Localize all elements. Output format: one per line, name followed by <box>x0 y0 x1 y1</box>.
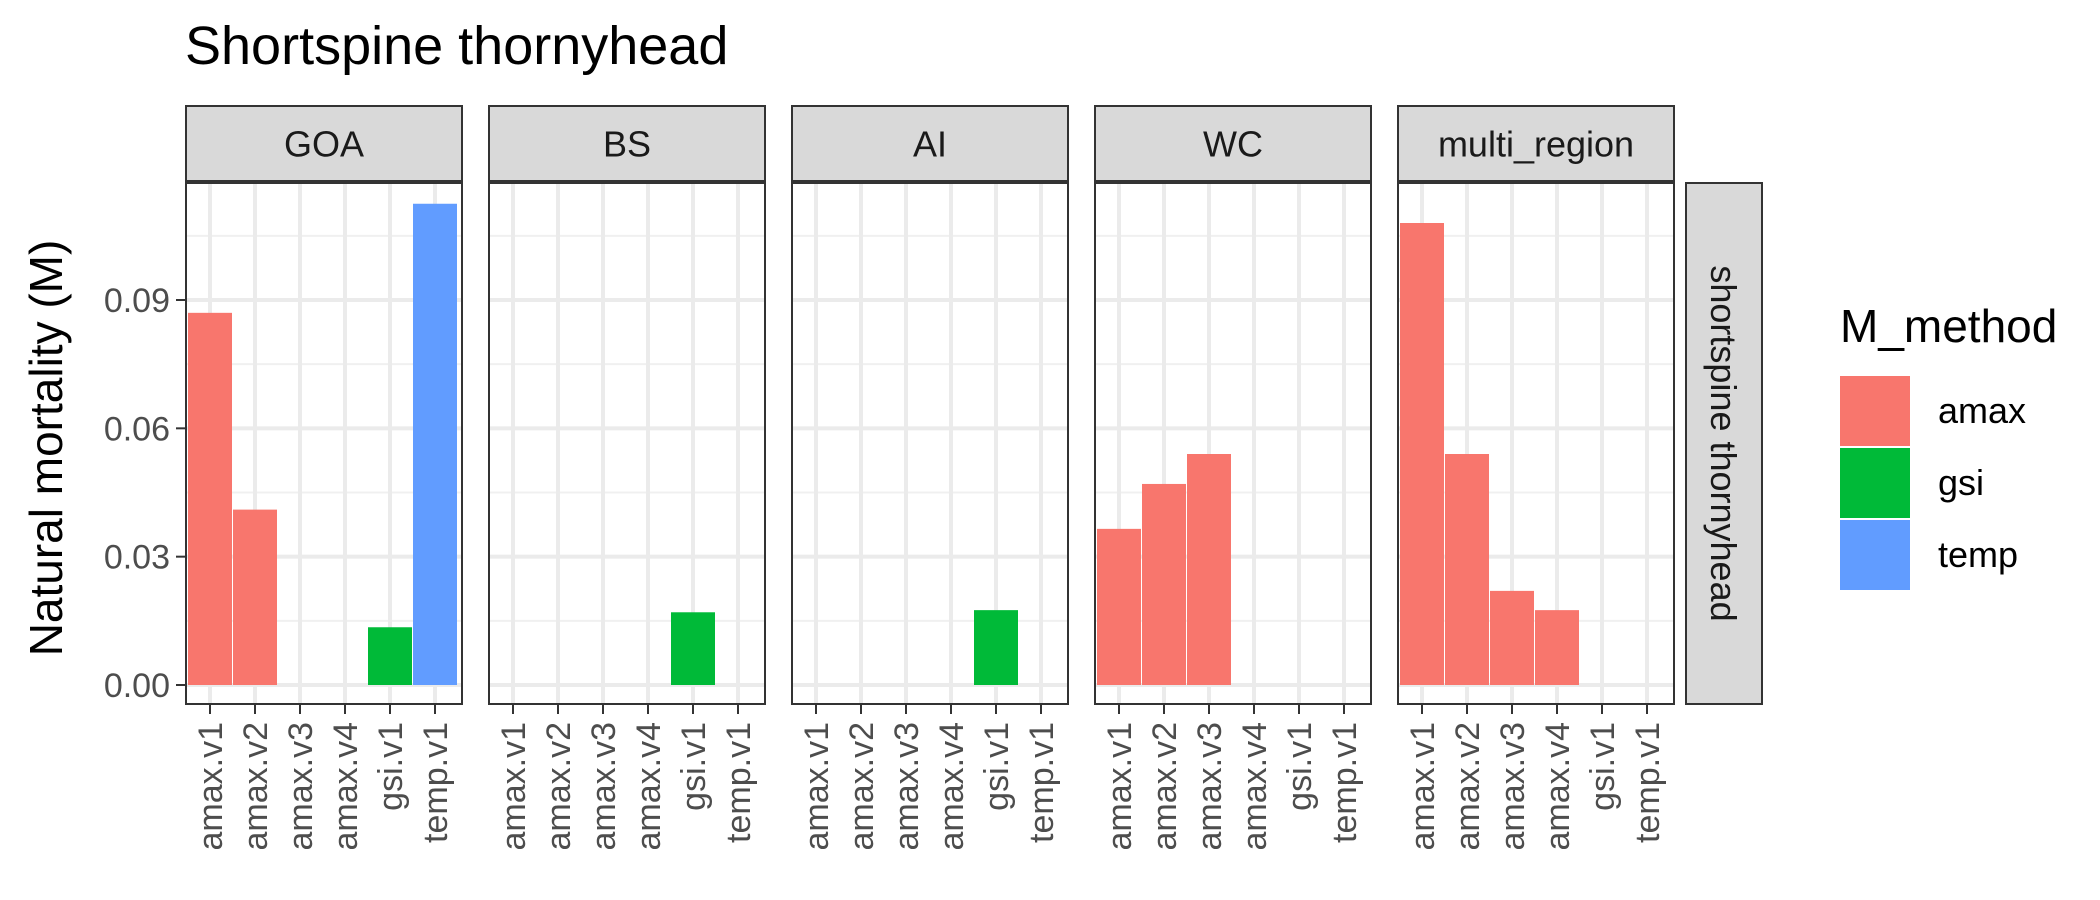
legend-label-gsi: gsi <box>1938 462 1984 503</box>
x-tick-label: amax.v3 <box>888 722 926 851</box>
bar-WC-amax.v3 <box>1187 454 1231 685</box>
panel-border <box>488 182 766 705</box>
bar-multi_region-amax.v1 <box>1400 223 1444 685</box>
facet-strip-label: WC <box>1203 124 1263 165</box>
x-tick-label: gsi.v1 <box>372 722 410 811</box>
x-tick-label: amax.v3 <box>282 722 320 851</box>
bar-AI-gsi.v1 <box>974 610 1018 685</box>
bar-multi_region-amax.v3 <box>1490 590 1534 685</box>
panel-border <box>185 182 463 705</box>
y-tick-label: 0.06 <box>104 410 170 448</box>
bar-GOA-temp.v1 <box>413 203 457 685</box>
x-tick-label: temp.v1 <box>1326 722 1364 843</box>
x-tick-label: amax.v2 <box>540 722 578 851</box>
bar-GOA-amax.v1 <box>188 312 232 685</box>
facet-strip-label: GOA <box>284 124 364 165</box>
x-tick-label: amax.v2 <box>1146 722 1184 851</box>
x-tick-label: gsi.v1 <box>1281 722 1319 811</box>
facet-strip <box>488 105 766 182</box>
x-tick-label: amax.v1 <box>495 722 533 851</box>
facet-strip <box>185 105 463 182</box>
x-tick-label: amax.v4 <box>1236 722 1274 851</box>
panel-border <box>1397 182 1675 705</box>
x-tick-label: gsi.v1 <box>978 722 1016 811</box>
panel-background <box>792 183 1068 704</box>
facet-row-strip: shortspine thornyhead <box>1685 182 1763 705</box>
panel-background <box>489 183 765 704</box>
bar-BS-gsi.v1 <box>671 612 715 685</box>
x-tick-label: amax.v1 <box>192 722 230 851</box>
bar-GOA-amax.v2 <box>233 509 277 685</box>
x-tick-label: amax.v3 <box>1191 722 1229 851</box>
legend-label-amax: amax <box>1938 390 2026 431</box>
bar-WC-amax.v2 <box>1142 483 1186 685</box>
facet-panel-BS: BS amax.v1 amax.v2 amax.v3 amax.v4 gsi.v1 temp… <box>488 105 766 851</box>
x-tick-label: gsi.v1 <box>1584 722 1622 811</box>
bar-WC-amax.v1 <box>1097 528 1141 685</box>
x-tick-label: amax.v2 <box>1449 722 1487 851</box>
legend-key-temp <box>1840 520 1910 590</box>
y-tick-label: 0.03 <box>104 539 170 577</box>
bar-multi_region-amax.v4 <box>1535 610 1579 685</box>
facet-strip <box>791 105 1069 182</box>
x-tick-label: amax.v4 <box>630 722 668 851</box>
legend-key-gsi <box>1840 448 1910 518</box>
legend-key-amax <box>1840 376 1910 446</box>
facet-panel-AI: AI amax.v1 amax.v2 amax.v3 amax.v4 gsi.v1 temp… <box>791 105 1069 851</box>
x-tick-label: temp.v1 <box>720 722 758 843</box>
facet-strip <box>1094 105 1372 182</box>
x-tick-label: temp.v1 <box>417 722 455 843</box>
facet-row-strip-label: shortspine thornyhead <box>1703 265 1744 621</box>
facet-strip-label: AI <box>913 124 947 165</box>
x-tick-label: amax.v3 <box>1494 722 1532 851</box>
bar-multi_region-amax.v2 <box>1445 454 1489 685</box>
chart-title: Shortspine thornyhead <box>185 16 728 76</box>
facet-panel-WC: WC amax.v1 amax.v2 amax.v3 amax.v4 gsi.v1 temp… <box>1094 105 1372 851</box>
x-tick-label: amax.v4 <box>327 722 365 851</box>
x-tick-label: amax.v4 <box>1539 722 1577 851</box>
x-tick-label: temp.v1 <box>1023 722 1061 843</box>
y-tick-label: 0.00 <box>104 667 170 705</box>
x-tick-label: amax.v1 <box>798 722 836 851</box>
x-tick-label: amax.v2 <box>843 722 881 851</box>
bar-GOA-gsi.v1 <box>368 627 412 685</box>
facet-strip-label: BS <box>603 124 651 165</box>
x-tick-label: amax.v4 <box>933 722 971 851</box>
facet-panel-multi_region: multi_region amax.v1 amax.v2 amax.v3 amax.v4… <box>1397 105 1675 851</box>
facet-strip <box>1397 105 1675 182</box>
x-tick-label: amax.v1 <box>1404 722 1442 851</box>
x-tick-label: amax.v1 <box>1101 722 1139 851</box>
facet-panel-GOA: GOA amax.v1 amax.v2 amax.v3 amax.v4 gsi.v1 tem… <box>104 105 463 851</box>
x-tick-label: gsi.v1 <box>675 722 713 811</box>
legend-label-temp: temp <box>1938 534 2018 575</box>
y-axis-title: Natural mortality (M) <box>20 240 72 657</box>
x-tick-label: amax.v2 <box>237 722 275 851</box>
legend-title: M_method <box>1840 300 2057 352</box>
x-tick-label: amax.v3 <box>585 722 623 851</box>
x-tick-label: temp.v1 <box>1629 722 1667 843</box>
y-tick-label: 0.09 <box>104 282 170 320</box>
panel-border <box>1094 182 1372 705</box>
facet-row-strip-box <box>1685 182 1763 705</box>
facet-strip-label: multi_region <box>1438 124 1634 165</box>
panel-border <box>791 182 1069 705</box>
